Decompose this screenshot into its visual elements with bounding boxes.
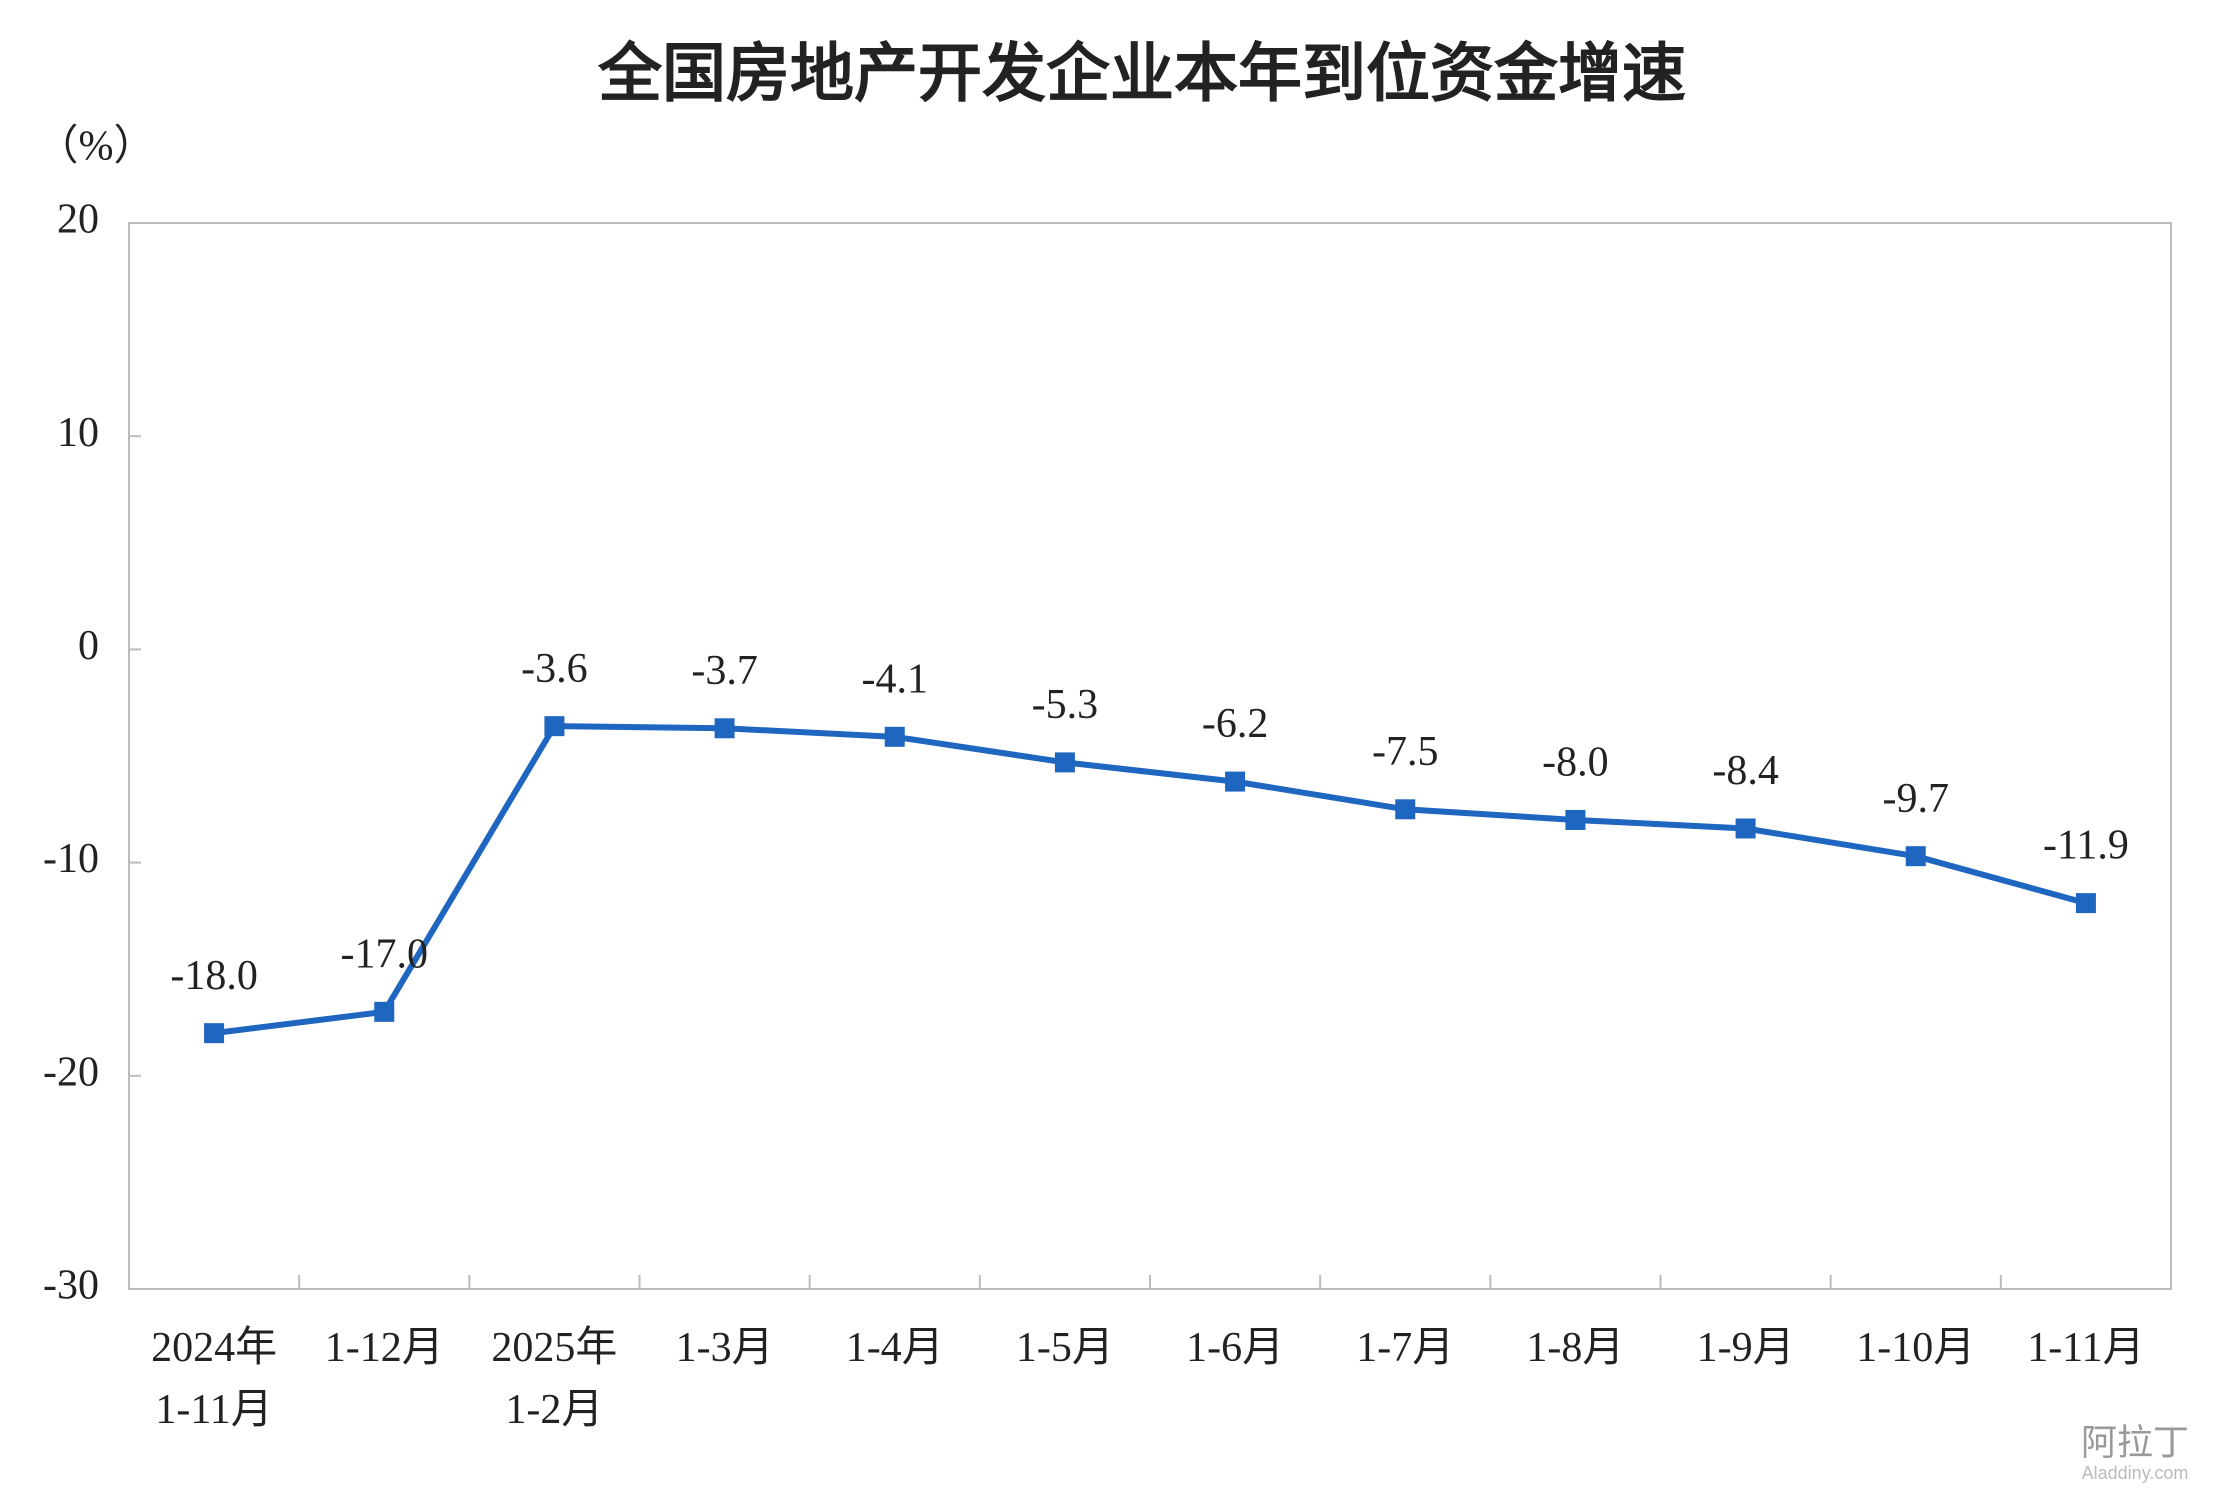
marker: [1565, 809, 1586, 830]
data-label: -18.0: [170, 953, 258, 999]
data-label: -6.2: [1202, 701, 1269, 747]
watermark: Aladdiny.com: [2082, 1463, 2189, 1483]
marker: [1225, 771, 1246, 792]
marker: [1395, 799, 1416, 820]
data-label: -5.3: [1032, 682, 1099, 728]
series-line: [213, 723, 2087, 1037]
marker: [714, 718, 735, 739]
x-tick-label: 1-12月: [325, 1325, 444, 1371]
x-tick-label: 1-3月: [676, 1325, 774, 1371]
marker: [2075, 893, 2096, 914]
data-label: -8.4: [1712, 748, 1779, 794]
data-label: -11.9: [2043, 823, 2129, 869]
marker: [884, 726, 905, 747]
x-tick-label: 1-9月: [1697, 1325, 1795, 1371]
x-tick-label: 1-10月: [1856, 1325, 1975, 1371]
x-tick-label: 1-5月: [1016, 1325, 1114, 1371]
data-label: -17.0: [341, 931, 429, 977]
plot-frame: [128, 222, 2172, 1290]
x-tick-label: 1-11月: [2027, 1325, 2144, 1371]
marker: [204, 1023, 225, 1044]
x-tick-label: 1-4月: [846, 1325, 944, 1371]
data-label: -9.7: [1883, 776, 1950, 822]
data-label: -8.0: [1542, 740, 1609, 786]
data-label: -3.7: [691, 648, 758, 694]
watermark: 阿拉丁: [2081, 1422, 2189, 1462]
y-tick-label: 0: [78, 623, 99, 669]
y-tick-label: -10: [43, 836, 99, 882]
chart-title: 全国房地产开发企业本年到位资金增速: [597, 38, 1686, 112]
data-label: -4.1: [862, 656, 929, 702]
x-tick-label: 1-7月: [1356, 1325, 1454, 1371]
data-label: -3.6: [521, 646, 588, 692]
y-tick-label: -20: [43, 1049, 99, 1095]
marker: [1905, 846, 1926, 867]
y-tick-label: 20: [57, 197, 99, 243]
marker: [1735, 818, 1756, 839]
x-tick-label: 1-8月: [1526, 1325, 1624, 1371]
x-tick-label: 2024年 1-11月: [151, 1324, 277, 1433]
marker: [544, 716, 565, 737]
y-unit: （%）: [37, 124, 156, 170]
x-tick-label: 1-6月: [1186, 1325, 1284, 1371]
marker: [1054, 752, 1075, 773]
x-tick-label: 2025年 1-2月: [491, 1324, 617, 1433]
data-label: -7.5: [1372, 729, 1439, 775]
marker: [374, 1001, 395, 1022]
y-tick-label: 10: [57, 410, 99, 456]
y-tick-label: -30: [43, 1263, 99, 1309]
